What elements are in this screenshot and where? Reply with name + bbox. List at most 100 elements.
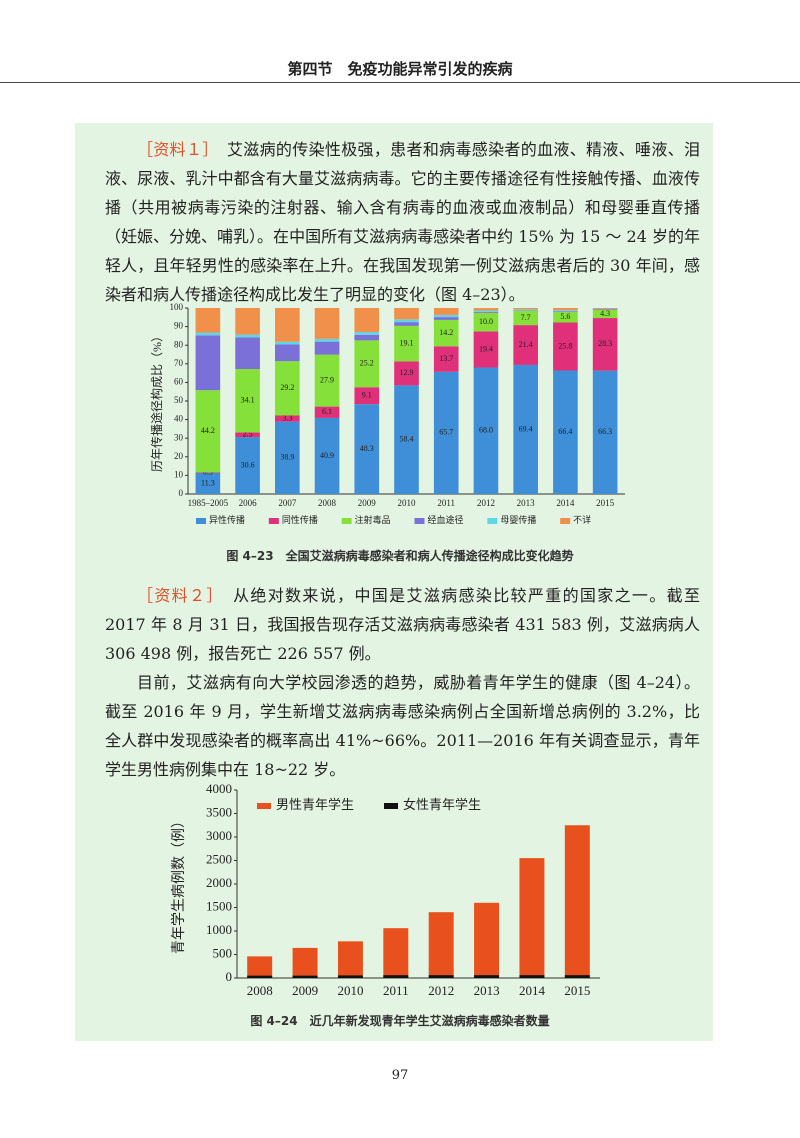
bar xyxy=(292,975,318,978)
bar-segment xyxy=(275,415,300,422)
legend-label: 经血途径 xyxy=(428,514,464,525)
y-tick-label: 20 xyxy=(174,451,184,461)
x-tick-label: 2007 xyxy=(278,498,297,508)
value-label: 9.1 xyxy=(362,391,372,400)
bar-segment xyxy=(553,311,578,313)
legend-swatch xyxy=(196,518,206,524)
value-label: 12.9 xyxy=(400,368,414,377)
paragraph-text: 从绝对数来说，中国是艾滋病感染比较严重的国家之一。截至 2017 年 8 月 3… xyxy=(105,586,700,663)
bar-segment xyxy=(513,364,538,494)
value-label: 66.4 xyxy=(558,427,572,436)
bar-segment xyxy=(195,472,221,494)
bar-segment xyxy=(195,332,221,336)
bar xyxy=(519,975,545,978)
value-label: 69.4 xyxy=(519,424,533,433)
y-tick-label: 100 xyxy=(170,302,184,312)
value-label: 21.4 xyxy=(519,340,533,349)
value-label: 30.6 xyxy=(241,460,255,469)
bar xyxy=(292,947,318,978)
legend-label: 同性传播 xyxy=(282,514,318,525)
bar xyxy=(564,825,590,978)
value-label: 44.2 xyxy=(201,426,215,435)
bar-segment xyxy=(354,404,380,494)
value-label: 19.1 xyxy=(400,338,414,347)
value-label: 38.9 xyxy=(280,453,294,462)
legend-swatch xyxy=(560,518,571,524)
x-tick-label: 2013 xyxy=(474,983,500,998)
chart: 0 500 1000 1500 2000 2500 3000 3500 4000 青年学生病例数（… xyxy=(171,781,600,998)
y-tick-label: 3000 xyxy=(206,828,232,843)
material-label: ［资料１］ xyxy=(137,140,211,159)
bar-segment xyxy=(553,370,578,494)
y-tick-label: 500 xyxy=(213,945,233,960)
y-tick-label: 40 xyxy=(174,414,184,424)
legend-label: 不详 xyxy=(573,514,591,525)
bar-segment xyxy=(195,390,221,473)
bar-segment xyxy=(513,309,538,311)
bar-segment xyxy=(354,334,380,341)
legend-swatch xyxy=(341,518,352,524)
page-number: 97 xyxy=(391,1068,409,1083)
bar-segment xyxy=(513,310,538,326)
x-tick-label: 2012 xyxy=(428,983,454,998)
value-label: 48.3 xyxy=(360,444,374,453)
bar-segment xyxy=(473,310,499,312)
y-tick-label: 90 xyxy=(174,321,184,331)
bar-segment xyxy=(513,325,538,365)
bar-segment xyxy=(275,361,300,416)
bar xyxy=(519,858,545,978)
paragraph: ［资料２］ 从绝对数来说，中国是艾滋病感染比较严重的国家之一。截至 2017 年… xyxy=(105,581,700,668)
paragraph-text: 艾滋病的传染性极强，患者和病毒感染者的血液、精液、唾液、泪液、尿液、乳汁中都含有… xyxy=(105,140,700,304)
bar xyxy=(383,928,409,978)
bar xyxy=(474,975,500,978)
bar-segment xyxy=(394,325,419,362)
value-label: 10.0 xyxy=(479,317,493,326)
bar-segment xyxy=(394,385,419,494)
bar-segment xyxy=(592,308,618,309)
x-tick-label: 2010 xyxy=(398,498,417,508)
paragraph: ［资料１］ 艾滋病的传染性极强，患者和病毒感染者的血液、精液、唾液、泪液、尿液、… xyxy=(105,135,700,309)
bar-segment xyxy=(592,310,618,319)
y-tick-label: 70 xyxy=(174,358,184,368)
bar xyxy=(474,902,500,978)
y-tick-label: 4000 xyxy=(206,781,232,796)
y-tick-label: 0 xyxy=(179,488,184,498)
material-label: ［资料２］ xyxy=(137,586,216,605)
bar-segment xyxy=(235,337,260,370)
legend-label: 男性青年学生 xyxy=(276,797,354,812)
bar xyxy=(337,975,363,978)
value-label: 34.1 xyxy=(241,396,255,405)
value-label: 65.7 xyxy=(439,428,453,437)
bar-segment xyxy=(433,317,459,320)
x-tick-label: 2009 xyxy=(292,983,318,998)
bar-segment xyxy=(394,361,419,386)
x-tick-label: 2013 xyxy=(517,498,536,508)
chart: 0 10 20 30 40 50 60 70 80 90 100 历年传播途径构成比（%） 1985–2… xyxy=(149,302,625,525)
value-label: 14.2 xyxy=(439,328,453,337)
bar-segment xyxy=(354,308,380,332)
header-title: 第四节 免疫功能异常引发的疾病 xyxy=(287,60,513,78)
y-tick-label: 1000 xyxy=(206,922,232,937)
bar-segment xyxy=(314,417,340,494)
value-label: 68.0 xyxy=(479,426,493,435)
value-label: 66.3 xyxy=(598,427,612,436)
bar xyxy=(383,975,409,978)
header-rule xyxy=(0,82,800,83)
y-tick-label: 10 xyxy=(174,469,184,479)
value-label: 25.2 xyxy=(360,359,374,368)
value-label: 27.9 xyxy=(320,375,334,384)
bar-segment xyxy=(314,406,340,418)
bar-segment xyxy=(592,318,618,371)
bar-segment xyxy=(473,311,499,313)
bar-segment xyxy=(195,308,221,333)
y-tick-label: 60 xyxy=(174,376,184,386)
value-label: 3.3 xyxy=(282,413,292,422)
figure-caption: 图 4–24 近几年新发现青年学生艾滋病病毒感染者数量 xyxy=(250,1014,550,1028)
bar xyxy=(428,975,454,978)
bar-segment xyxy=(275,341,300,345)
bar-segment xyxy=(513,310,538,311)
bar-segment xyxy=(592,309,618,311)
value-label: 29.2 xyxy=(280,383,294,392)
bar-segment xyxy=(473,312,499,332)
value-label: 2.5 xyxy=(243,430,253,439)
